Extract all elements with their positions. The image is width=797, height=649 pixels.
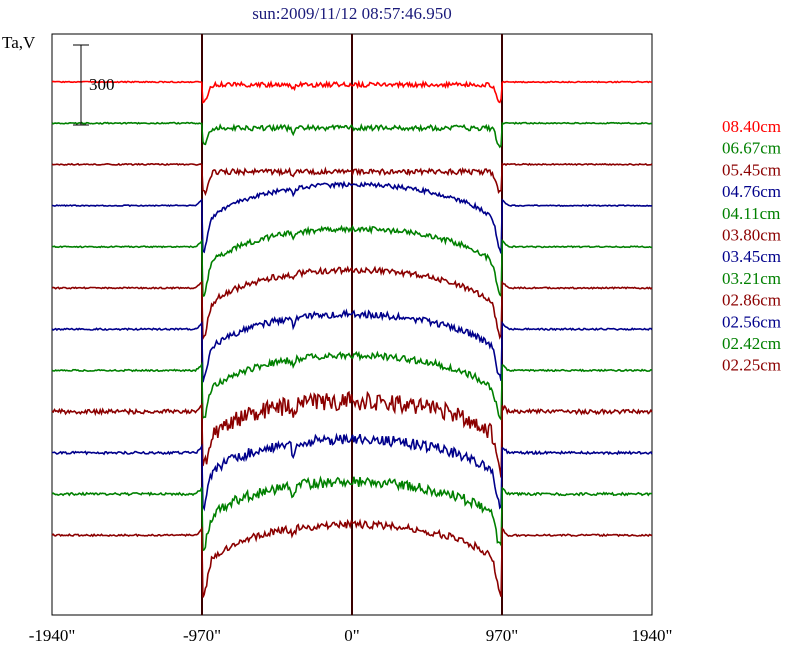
scale-bar: 300 xyxy=(73,44,115,126)
series-line-03.21cm xyxy=(51,350,653,422)
scale-bar-label: 300 xyxy=(89,75,115,94)
y-axis-label: Ta,V xyxy=(2,33,36,52)
series-line-04.11cm xyxy=(52,224,653,298)
legend-entry: 06.67cm xyxy=(722,139,781,158)
series-line-03.80cm xyxy=(51,265,653,342)
x-tick-label: 0" xyxy=(344,626,359,645)
limb-markers xyxy=(201,34,503,615)
chart-title: sun:2009/11/12 08:57:46.950 xyxy=(252,4,452,23)
legend-entry: 03.80cm xyxy=(722,226,781,245)
series-line-02.42cm xyxy=(51,475,652,552)
legend-entry: 02.56cm xyxy=(722,312,781,331)
series-lines xyxy=(51,79,653,598)
legend-entry: 05.45cm xyxy=(722,160,781,179)
x-axis-ticks: -1940" -970" 0" 970" 1940" xyxy=(29,626,673,645)
legend-entry: 03.45cm xyxy=(722,247,781,266)
legend-entry: 04.11cm xyxy=(722,204,780,223)
series-line-02.56cm xyxy=(52,432,653,512)
x-tick-label: -1940" xyxy=(29,626,76,645)
legend-entry: 08.40cm xyxy=(722,117,781,136)
legend: 08.40cm 06.67cm 05.45cm 04.76cm 04.11cm 03.80… xyxy=(722,117,781,375)
x-tick-label: 970" xyxy=(486,626,518,645)
legend-entry: 02.42cm xyxy=(722,334,781,353)
series-line-02.25cm xyxy=(51,518,653,598)
series-line-08.40cm xyxy=(51,79,653,104)
series-line-04.76cm xyxy=(51,180,653,254)
legend-entry: 02.25cm xyxy=(722,356,781,375)
series-line-03.45cm xyxy=(51,308,653,383)
legend-entry: 03.21cm xyxy=(722,269,781,288)
legend-entry: 04.76cm xyxy=(722,182,781,201)
legend-entry: 02.86cm xyxy=(722,291,781,310)
x-tick-label: -970" xyxy=(183,626,221,645)
series-line-06.67cm xyxy=(51,121,653,149)
series-line-05.45cm xyxy=(51,162,653,197)
x-tick-label: 1940" xyxy=(632,626,673,645)
series-line-02.86cm xyxy=(51,390,653,478)
